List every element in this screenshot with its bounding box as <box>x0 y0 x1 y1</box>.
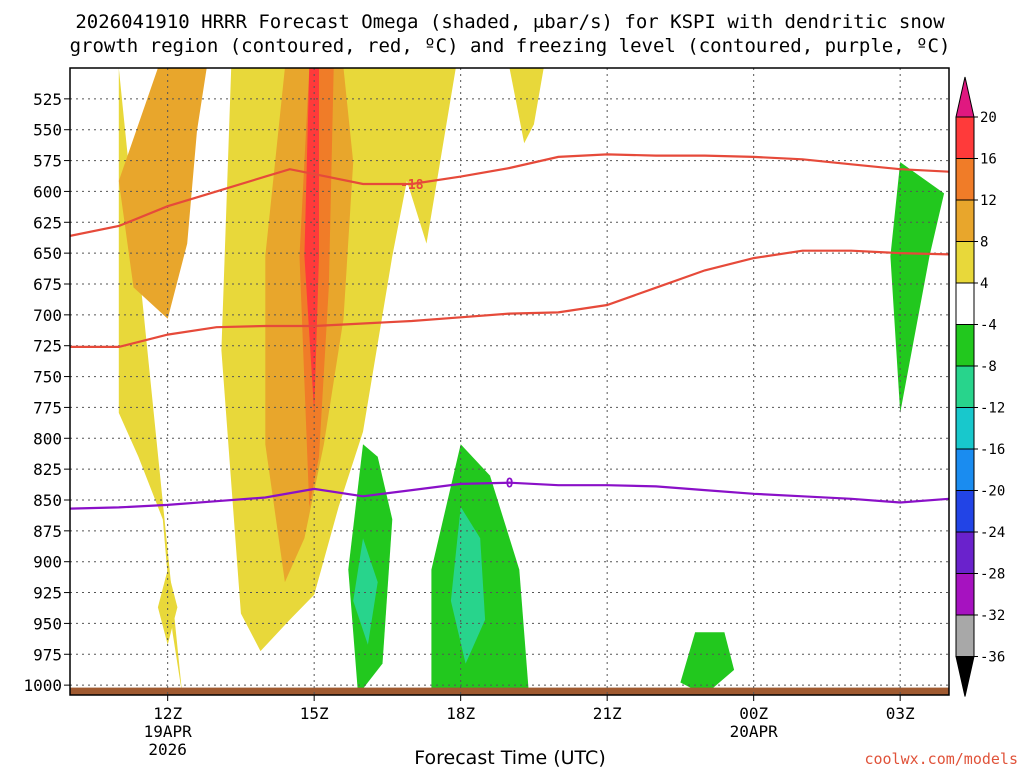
omega-region-sink-16z-core <box>353 538 378 645</box>
omega-region-band-east-tail <box>509 68 544 144</box>
contour-line-1 <box>70 249 949 348</box>
colorbar-swatch-5 <box>955 324 975 367</box>
plot-frame <box>69 67 950 696</box>
colorbar-swatch-6 <box>955 365 975 408</box>
y-tick-label-525: 525 <box>33 90 62 109</box>
colorbar-top-arrow <box>955 76 975 118</box>
grid <box>70 68 949 695</box>
contour-line-2 <box>70 481 949 510</box>
surface-strip <box>70 687 949 695</box>
colorbar-label-4: 4 <box>980 276 988 292</box>
y-tick-label-550: 550 <box>33 121 62 140</box>
y-tick-label-750: 750 <box>33 368 62 387</box>
credit-text: coolwx.com/models <box>864 750 1018 768</box>
omega-region-band-west-core <box>118 68 207 319</box>
y-tick-label-825: 825 <box>33 460 62 479</box>
colorbar-swatch-0 <box>955 116 975 159</box>
colorbar-swatch-2 <box>955 199 975 242</box>
y-tick-label-800: 800 <box>33 429 62 448</box>
y-tick-label-575: 575 <box>33 152 62 171</box>
x-axis-label: Forecast Time (UTC) <box>414 747 605 768</box>
plot-area: -18 0 <box>69 67 950 696</box>
colorbar-label-6: -8 <box>980 359 997 375</box>
colorbar-label-9: -20 <box>980 484 1005 500</box>
y-tick-label-950: 950 <box>33 614 62 633</box>
y-tick-label-675: 675 <box>33 275 62 294</box>
colorbar-label-2: 12 <box>980 193 997 209</box>
colorbar-label-13: -36 <box>980 650 1005 666</box>
x-tick-label-12Z: 12Z <box>153 704 182 723</box>
colorbar-label-3: 8 <box>980 235 988 251</box>
omega-region-sink-18z-core <box>450 506 486 664</box>
y-tick-label-975: 975 <box>33 645 62 664</box>
colorbar-label-12: -32 <box>980 608 1005 624</box>
colorbar-swatch-1 <box>955 158 975 201</box>
colorbar-label-0: 20 <box>980 110 997 126</box>
x-tick-label-21Z: 21Z <box>593 704 622 723</box>
colorbar-swatch-9 <box>955 490 975 533</box>
omega-region-sink-23z <box>680 632 735 695</box>
colorbar-label-11: -28 <box>980 567 1005 583</box>
colorbar-swatch-12 <box>955 614 975 657</box>
colorbar-swatch-11 <box>955 573 975 616</box>
y-tick-label-625: 625 <box>33 213 62 232</box>
colorbar-bottom-arrow <box>955 656 975 697</box>
y-tick-label-600: 600 <box>33 182 62 201</box>
contour-label-2: 0 <box>506 477 514 492</box>
colorbar-label-1: 16 <box>980 152 997 168</box>
contour-line-0 <box>70 153 949 237</box>
y-tick-label-850: 850 <box>33 491 62 510</box>
colorbar: 20 16 12 8 4 -4 -8 -12 -16 -20 -24 -28 -32 -36 <box>955 76 1005 697</box>
colorbar-swatch-8 <box>955 448 975 491</box>
x-tick-label-00Z: 00Z <box>739 704 768 723</box>
x-tick-label-18Z: 18Z <box>446 704 475 723</box>
colorbar-swatch-7 <box>955 407 975 450</box>
title-line-2: growth region (contoured, red, ºC) and f… <box>70 35 951 57</box>
colorbar-swatch-10 <box>955 531 975 574</box>
y-tick-label-925: 925 <box>33 584 62 603</box>
x-tick-date-12Z: 19APR <box>144 722 193 741</box>
y-tick-label-700: 700 <box>33 306 62 325</box>
colorbar-label-5: -4 <box>980 318 997 334</box>
y-tick-label-875: 875 <box>33 522 62 541</box>
y-tick-label-650: 650 <box>33 244 62 263</box>
omega-region-sliver-12z <box>157 569 178 645</box>
x-tick-year-12Z: 2026 <box>148 740 187 759</box>
x-tick-label-03Z: 03Z <box>886 704 915 723</box>
colorbar-swatch-4 <box>955 282 975 325</box>
y-tick-label-1000: 1000 <box>23 676 62 695</box>
contour-lines: -18 0 <box>70 153 949 510</box>
omega-region-sink-03z <box>890 162 945 413</box>
colorbar-label-10: -24 <box>980 525 1005 541</box>
chart-title: 2026041910 HRRR Forecast Omega (shaded, … <box>70 11 951 57</box>
contour-label-0: -18 <box>400 178 424 193</box>
y-tick-label-725: 725 <box>33 337 62 356</box>
colorbar-label-7: -12 <box>980 401 1005 417</box>
x-tick-label-15Z: 15Z <box>300 704 329 723</box>
y-tick-label-900: 900 <box>33 553 62 572</box>
colorbar-swatch-3 <box>955 241 975 284</box>
y-axis: 525 550 575 600 625 650 675 700 725 750 775 800 825 8… <box>23 90 70 695</box>
title-line-1: 2026041910 HRRR Forecast Omega (shaded, … <box>75 11 945 33</box>
y-tick-label-775: 775 <box>33 398 62 417</box>
colorbar-label-8: -16 <box>980 442 1005 458</box>
omega-fills <box>70 68 949 695</box>
x-tick-date-00Z: 20APR <box>730 722 779 741</box>
